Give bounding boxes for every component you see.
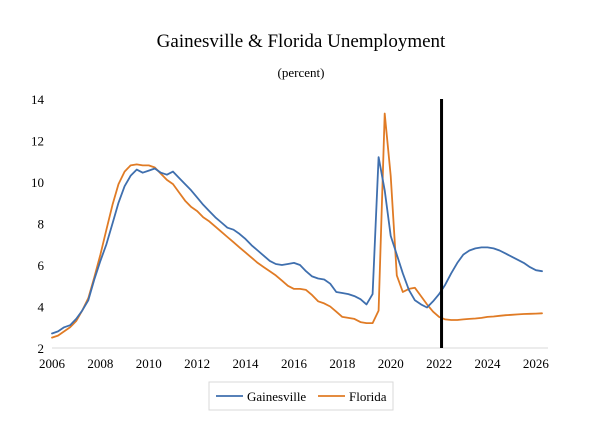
x-tick-label: 2026 bbox=[523, 356, 550, 371]
chart-title: Gainesville & Florida Unemployment bbox=[157, 31, 446, 52]
legend-label-gainesville: Gainesville bbox=[247, 389, 306, 404]
y-tick-label: 4 bbox=[38, 300, 45, 315]
series-line-gainesville bbox=[51, 156, 543, 335]
x-tick-label: 2012 bbox=[184, 356, 210, 371]
x-tick-labels: 2006 2008 2010 2012 2014 2016 2018 2020 2022 2024… bbox=[39, 356, 549, 371]
y-tick-label: 6 bbox=[38, 258, 45, 273]
x-tick-label: 2010 bbox=[136, 356, 162, 371]
y-tick-label: 2 bbox=[38, 341, 45, 356]
y-tick-label: 8 bbox=[38, 217, 45, 232]
x-tick-label: 2020 bbox=[378, 356, 404, 371]
series-line-florida bbox=[51, 112, 543, 339]
y-tick-labels: 2 4 6 8 10 12 14 bbox=[31, 92, 45, 356]
x-tick-label: 2022 bbox=[426, 356, 452, 371]
chart-subtitle: (percent) bbox=[278, 65, 325, 80]
legend-label-florida: Florida bbox=[349, 389, 387, 404]
x-tick-label: 2008 bbox=[87, 356, 113, 371]
x-tick-label: 2016 bbox=[281, 356, 308, 371]
series-lines bbox=[51, 112, 543, 339]
x-tick-label: 2024 bbox=[475, 356, 502, 371]
y-tick-label: 12 bbox=[31, 134, 44, 149]
legend: Gainesville Florida bbox=[208, 381, 394, 411]
x-tick-label: 2014 bbox=[233, 356, 260, 371]
y-tick-label: 10 bbox=[31, 175, 44, 190]
x-tick-label: 2018 bbox=[329, 356, 355, 371]
y-tick-label: 14 bbox=[31, 92, 45, 107]
x-tick-label: 2006 bbox=[39, 356, 66, 371]
